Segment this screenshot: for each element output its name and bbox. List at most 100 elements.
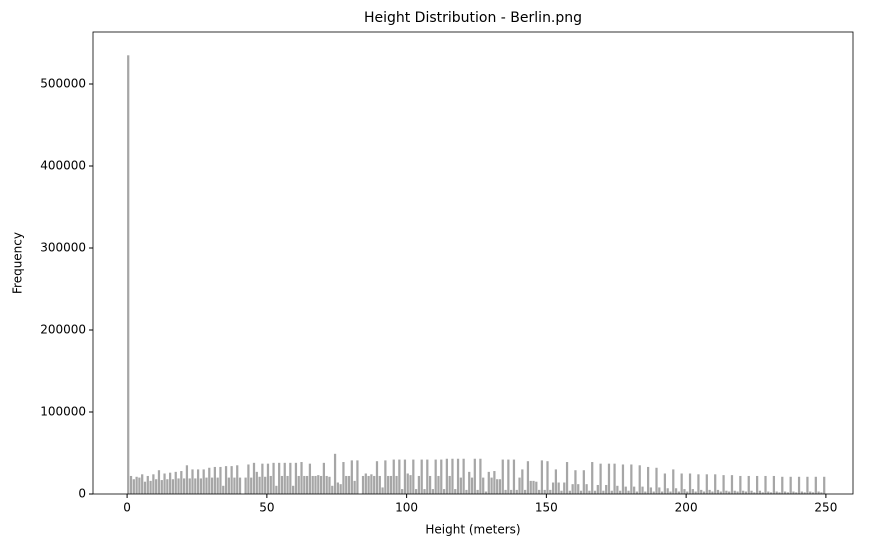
- bar: [674, 488, 678, 494]
- bar: [250, 477, 253, 494]
- bar: [417, 475, 421, 494]
- bar: [149, 480, 152, 494]
- bar: [222, 485, 225, 494]
- bar: [633, 486, 636, 494]
- bar: [261, 463, 264, 494]
- bar: [686, 491, 689, 494]
- bar: [820, 492, 823, 494]
- bar: [677, 491, 680, 494]
- bar: [582, 470, 585, 494]
- bar: [319, 475, 323, 494]
- bar: [440, 459, 443, 494]
- bar: [510, 489, 513, 494]
- bar: [554, 469, 557, 494]
- bar: [364, 473, 367, 494]
- bar: [722, 475, 725, 494]
- bar: [347, 475, 351, 494]
- bar: [129, 475, 133, 494]
- bar: [442, 489, 446, 494]
- bar: [747, 475, 750, 494]
- bar: [199, 478, 203, 494]
- bar: [157, 470, 161, 494]
- bar: [716, 489, 720, 494]
- bar: [328, 476, 331, 494]
- bar: [775, 491, 778, 494]
- bar: [630, 464, 633, 494]
- bar: [196, 469, 200, 494]
- bar: [680, 473, 683, 494]
- bar: [473, 458, 476, 494]
- bar: [700, 489, 703, 494]
- bar: [733, 490, 736, 494]
- bar: [278, 462, 281, 494]
- bar: [280, 475, 284, 494]
- bar: [697, 474, 700, 494]
- bar: [180, 471, 183, 494]
- bar: [132, 479, 135, 494]
- bar: [560, 490, 563, 494]
- y-tick-label: 400000: [40, 158, 86, 172]
- bar: [434, 459, 437, 494]
- bar: [769, 492, 773, 494]
- bar: [484, 491, 488, 494]
- bar: [342, 462, 345, 494]
- y-tick-label: 500000: [40, 76, 86, 90]
- bar: [213, 466, 216, 494]
- bar: [392, 459, 395, 494]
- bar: [521, 469, 524, 494]
- bar: [563, 482, 566, 494]
- bar: [289, 462, 292, 494]
- bar: [635, 491, 639, 494]
- bar: [238, 477, 242, 494]
- bar: [504, 489, 507, 494]
- bar: [331, 485, 334, 494]
- bar: [459, 477, 462, 494]
- bar: [574, 470, 577, 494]
- bar: [616, 485, 619, 494]
- bar: [448, 475, 451, 494]
- bar: [143, 481, 147, 494]
- bar: [532, 480, 535, 494]
- bar: [470, 477, 474, 494]
- bar: [294, 462, 298, 494]
- bar: [311, 475, 314, 494]
- bar: [479, 458, 482, 494]
- bar: [389, 475, 393, 494]
- bar: [255, 471, 258, 494]
- bar: [792, 491, 795, 494]
- bar: [431, 489, 435, 494]
- bar: [540, 460, 544, 494]
- bar: [353, 480, 356, 494]
- bar: [607, 463, 611, 494]
- bar: [275, 485, 278, 494]
- bar: [498, 479, 502, 494]
- bar: [303, 475, 306, 494]
- x-axis-label: Height (meters): [425, 523, 520, 537]
- bar: [308, 463, 312, 494]
- bar: [602, 490, 605, 494]
- bar: [166, 479, 169, 494]
- bar: [171, 479, 175, 494]
- chart-title: Height Distribution - Berlin.png: [364, 10, 582, 26]
- bar: [224, 466, 228, 494]
- bar: [535, 481, 538, 494]
- bar: [283, 462, 286, 494]
- bar: [476, 489, 479, 494]
- y-tick-label: 0: [78, 487, 86, 501]
- x-tick-label: 50: [259, 501, 274, 515]
- bar: [596, 484, 599, 494]
- bar: [236, 465, 239, 494]
- bar: [613, 463, 616, 494]
- bar: [691, 489, 694, 494]
- bar: [185, 465, 189, 494]
- bar: [806, 476, 809, 494]
- bar: [468, 471, 471, 494]
- bar: [409, 475, 412, 494]
- bar: [739, 475, 742, 494]
- bar: [621, 464, 625, 494]
- bar: [356, 460, 359, 494]
- bar: [398, 459, 401, 494]
- bar: [593, 490, 597, 494]
- bar: [138, 477, 141, 494]
